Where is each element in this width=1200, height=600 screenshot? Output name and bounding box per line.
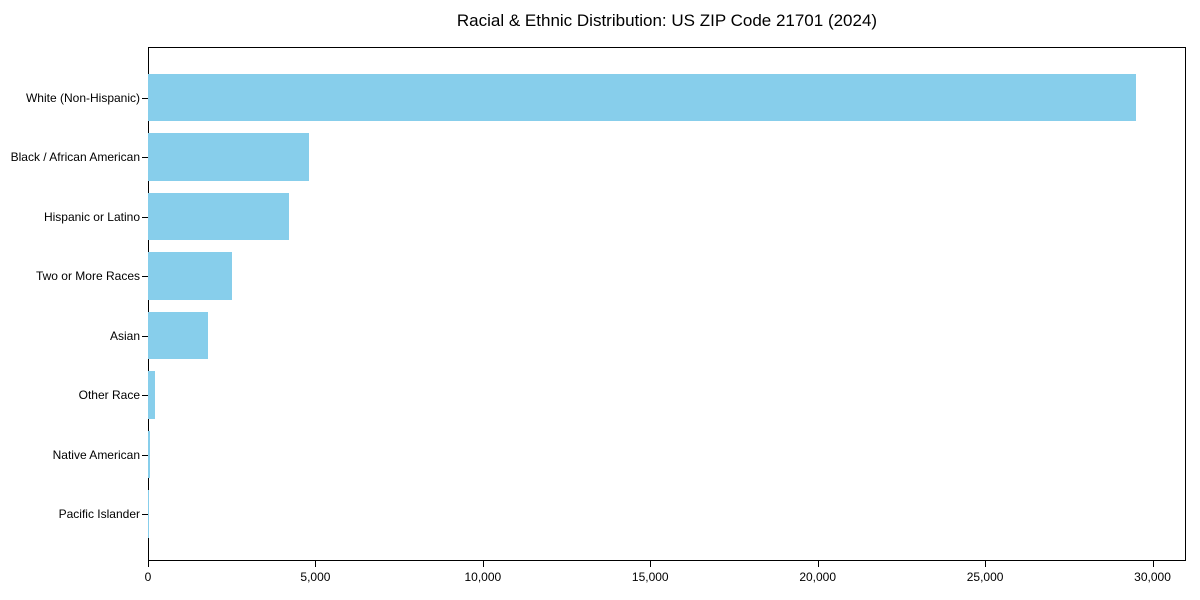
y-tick-mark <box>142 276 148 277</box>
x-tick-label: 15,000 <box>631 570 669 584</box>
y-tick-label: Two or More Races <box>35 269 140 283</box>
y-tick-mark <box>142 335 148 337</box>
y-tick-mark <box>142 514 148 515</box>
bar-black-african-american <box>148 133 309 181</box>
x-tick-label: 0 <box>144 570 152 584</box>
bar-hispanic-or-latino <box>148 192 289 241</box>
x-tick-mark <box>315 561 317 567</box>
x-tick-mark <box>650 561 652 567</box>
y-tick-label: Asian <box>109 328 140 343</box>
chart-title: Racial & Ethnic Distribution: US ZIP Cod… <box>456 11 878 30</box>
bar-pacific-islander <box>148 490 149 538</box>
bar-asian <box>148 311 209 360</box>
x-tick-label: 5,000 <box>300 570 331 584</box>
y-tick-label: Black / African American <box>10 150 140 164</box>
x-tick-label: 10,000 <box>464 570 502 584</box>
bar-other-race <box>148 371 155 419</box>
y-tick-label: Other Race <box>78 388 140 402</box>
y-tick-label: Native American <box>52 447 140 462</box>
bar-two-or-more-races <box>148 252 232 300</box>
y-tick-label: White (Non-Hispanic) <box>25 90 140 105</box>
x-tick-mark <box>148 561 149 567</box>
y-tick-mark <box>142 216 148 218</box>
y-tick-mark <box>142 157 148 158</box>
bar-white-non-hispanic <box>148 73 1136 122</box>
y-tick-mark <box>142 395 148 396</box>
x-tick-mark <box>1152 561 1154 567</box>
x-tick-mark <box>985 561 987 567</box>
x-tick-mark <box>482 561 484 567</box>
x-tick-label: 30,000 <box>1134 570 1171 584</box>
x-tick-mark <box>817 561 819 567</box>
x-tick-label: 25,000 <box>966 570 1004 584</box>
plot-area <box>148 47 1186 561</box>
y-tick-mark <box>142 454 148 456</box>
y-tick-label: Pacific Islander <box>58 507 140 521</box>
bar-native-american <box>148 430 150 479</box>
x-tick-label: 20,000 <box>799 570 837 584</box>
y-tick-label: Hispanic or Latino <box>43 209 140 224</box>
y-tick-mark <box>142 97 148 99</box>
